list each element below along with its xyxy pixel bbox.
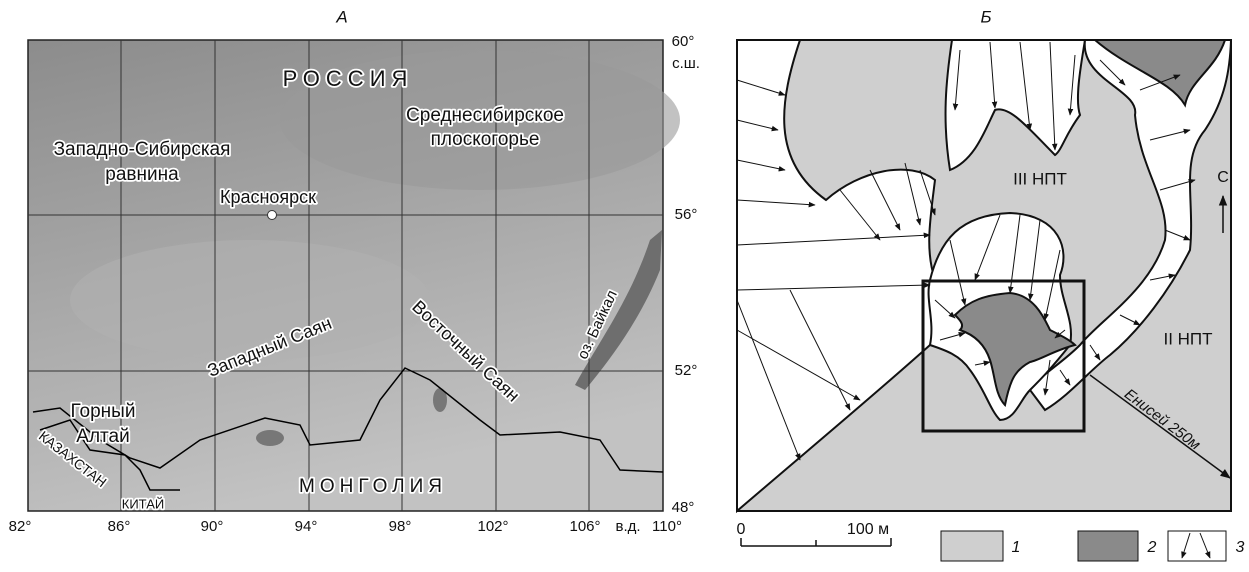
lon-label: 82° <box>9 518 32 535</box>
lon-label: в.д. <box>615 518 640 535</box>
lon-label: 106° <box>569 518 600 535</box>
map-label: Красноярск <box>220 187 316 207</box>
legend-label: 3 <box>1236 539 1245 556</box>
map-label: Среднесибирское <box>406 105 564 126</box>
lon-label: 110° <box>652 518 682 535</box>
scale-label: 100 м <box>847 521 889 538</box>
terrace-label: II НПТ <box>1163 329 1212 348</box>
lake <box>256 430 284 446</box>
map-label: Горный <box>71 401 136 422</box>
panel-title: Б <box>980 7 991 26</box>
legend-swatch <box>941 531 1003 561</box>
scale-bar <box>741 538 891 546</box>
lat-label: 56° <box>675 206 698 223</box>
map-label: Алтай <box>76 426 129 447</box>
map-label: Западно-Сибирская <box>54 139 231 160</box>
lon-label: 102° <box>477 518 508 535</box>
lat-label: 60° <box>672 33 695 50</box>
mountain-shade <box>70 240 430 360</box>
panel-title: А <box>335 7 347 26</box>
lon-label: 90° <box>201 518 224 535</box>
lat-label: 48° <box>672 499 695 516</box>
figure: А РОССИЯ Среднесибирское плоскогорье Зап… <box>0 0 1249 567</box>
lon-label: 86° <box>108 518 131 535</box>
lat-label: с.ш. <box>672 55 700 72</box>
legend-swatch <box>1168 531 1226 561</box>
lon-label: 98° <box>389 518 412 535</box>
legend-label: 2 <box>1147 539 1157 556</box>
legend-label: 1 <box>1012 539 1021 556</box>
city-marker <box>268 211 277 220</box>
lon-label: 94° <box>295 518 318 535</box>
map-label: РОССИЯ <box>283 66 414 91</box>
map-label: равнина <box>105 164 179 185</box>
scale-label: 0 <box>737 521 746 538</box>
map-label: МОНГОЛИЯ <box>299 476 447 497</box>
map-label: плоскогорье <box>431 129 540 150</box>
map-label: КИТАЙ <box>122 496 164 511</box>
legend-swatch <box>1078 531 1138 561</box>
lat-label: 52° <box>675 362 698 379</box>
north-label: С <box>1217 169 1229 186</box>
terrace-label: III НПТ <box>1013 169 1067 188</box>
